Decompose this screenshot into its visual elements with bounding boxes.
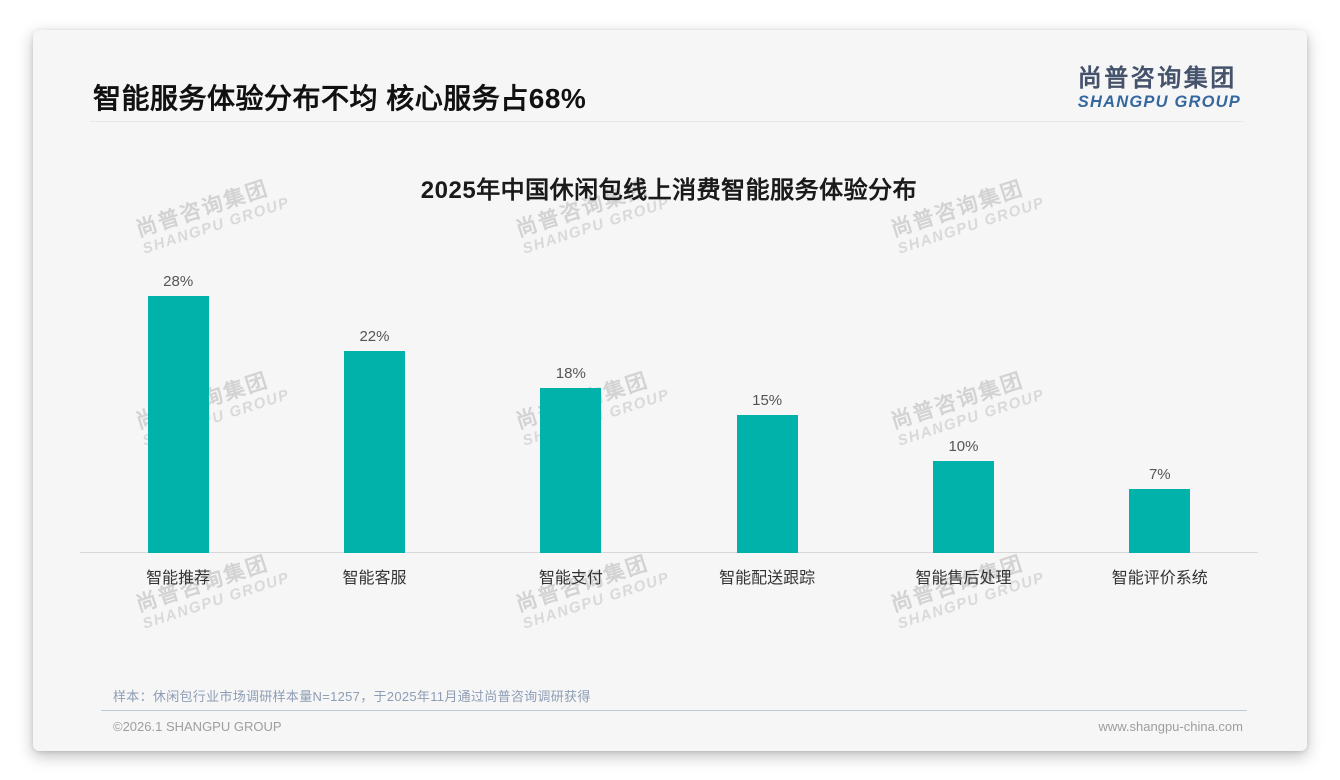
bar-category-label: 智能推荐 (146, 570, 211, 587)
footer: ©2026.1 SHANGPU GROUP www.shangpu-china.… (113, 719, 1243, 734)
bar-group: 7% 智能评价系统 (1062, 30, 1258, 587)
page-title: 智能服务体验分布不均 核心服务占68% (93, 83, 587, 114)
bar-category-label: 智能客服 (342, 570, 407, 587)
bar-category-label: 智能售后处理 (915, 570, 1012, 587)
bar (343, 351, 405, 553)
bar-group: 10% 智能售后处理 (865, 30, 1061, 587)
bar-category-label: 智能评价系统 (1111, 570, 1208, 587)
bar-value-label: 28% (163, 273, 194, 290)
bar-group: 15% 智能配送跟踪 (669, 30, 865, 587)
bar-group: 22% 智能客服 (276, 30, 472, 587)
bar-value-label: 15% (752, 392, 783, 409)
bar (147, 296, 209, 553)
bar-category-label: 智能配送跟踪 (719, 570, 816, 587)
bar-group: 18% 智能支付 (473, 30, 669, 587)
bar (540, 388, 602, 553)
sample-footnote: 样本：休闲包行业市场调研样本量N=1257，于2025年11月通过尚普咨询调研获… (113, 689, 591, 704)
logo-en-text: SHANGPU GROUP (1077, 93, 1241, 111)
bar (736, 415, 798, 553)
bar-value-label: 18% (555, 365, 586, 382)
company-logo: 尚普咨询集团 SHANGPU GROUP (1078, 58, 1241, 112)
bar-group: 28% 智能推荐 (80, 30, 276, 587)
website-url: www.shangpu-china.com (1098, 719, 1243, 734)
copyright-text: ©2026.1 SHANGPU GROUP (113, 719, 282, 734)
bar (1129, 489, 1191, 553)
logo-cn-text: 尚普咨询集团 (1077, 65, 1237, 92)
bar-value-label: 10% (948, 438, 979, 455)
x-axis-line (80, 552, 1258, 553)
footer-divider (101, 710, 1247, 711)
bar (932, 461, 994, 553)
header-divider (90, 121, 1243, 122)
slide-card: 尚普咨询集团 SHANGPU GROUP 尚普咨询集团 SHANGPU GROUP 尚普… (33, 30, 1307, 751)
bar-value-label: 22% (359, 328, 390, 345)
bar-category-label: 智能支付 (538, 570, 603, 587)
plot-area: 28% 智能推荐 22% 智能客服 18% 智能支付 15% 智能配送跟踪 10% 智能售后处理 7… (80, 30, 1258, 587)
chart-title: 2025年中国休闲包线上消费智能服务体验分布 (420, 177, 918, 204)
bar-value-label: 7% (1148, 466, 1171, 483)
